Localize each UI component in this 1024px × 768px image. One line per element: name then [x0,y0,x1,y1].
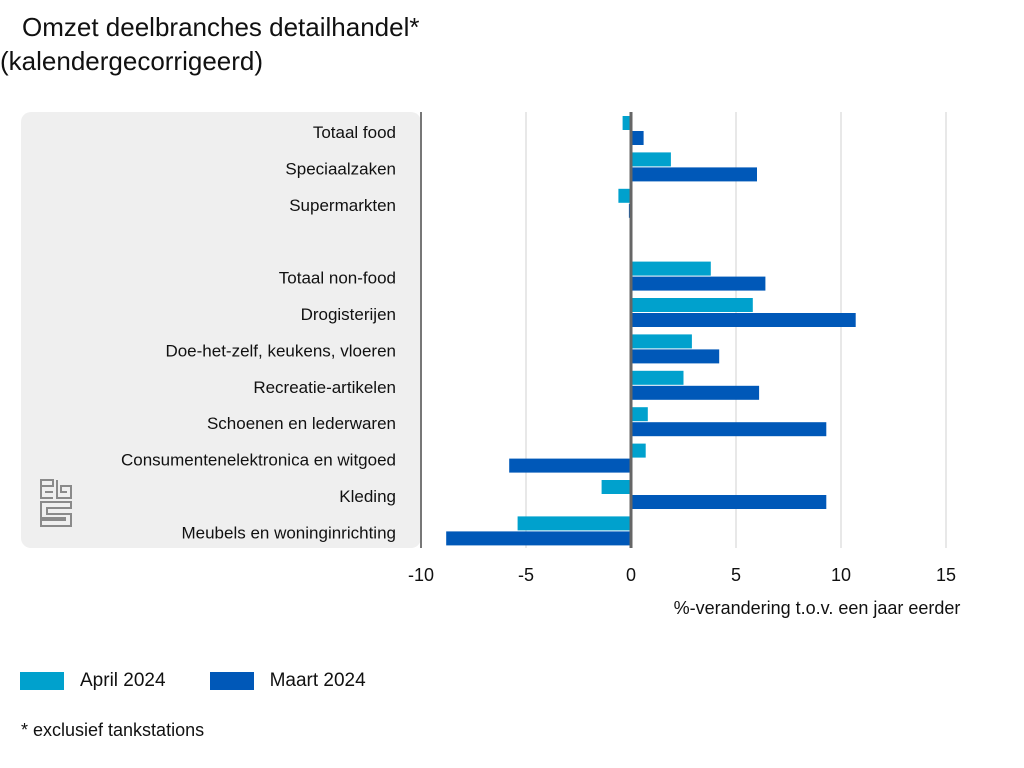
x-axis-label: %-verandering t.o.v. een jaar eerder [674,598,961,618]
chart-title: Omzet deelbranches detailhandel* (kalend… [0,10,419,78]
category-label: Kleding [339,487,396,506]
bar-maart [509,458,631,473]
bar-maart [631,131,644,145]
bar-april [618,188,631,203]
bar-maart [631,495,827,509]
category-label: Meubels en woninginrichting [181,523,396,542]
category-label: Totaal non-food [279,269,396,288]
bar-april [631,334,692,349]
category-label: Drogisterijen [301,305,396,324]
bar-april [631,152,671,167]
bar-maart [631,422,827,437]
x-tick-label: 5 [731,565,741,585]
bar-maart [631,167,757,182]
bar-maart [631,313,856,327]
category-label: Consumentenelektronica en witgoed [121,451,396,470]
x-tick-label: -5 [518,565,534,585]
chart-title-line2: (kalendergecorrigeerd) [0,46,264,76]
category-label: Speciaalzaken [285,159,396,178]
chart-title-line1: Omzet deelbranches detailhandel* [22,12,420,42]
bar-april [631,298,753,312]
legend-swatch-maart [209,672,254,690]
bar-april [631,443,646,458]
x-tick-label: 10 [831,565,851,585]
cbs-logo-icon [39,478,73,533]
bar-april [517,516,631,531]
legend: April 2024 Maart 2024 [20,670,410,692]
category-label: Doe-het-zelf, keukens, vloeren [165,341,396,360]
bar-maart [446,531,631,546]
category-label: Recreatie-artikelen [253,378,396,397]
legend-label-maart: Maart 2024 [269,670,366,691]
legend-item-april: April 2024 [20,670,166,692]
bar-april [622,116,631,130]
x-tick-label: 15 [936,565,956,585]
category-label: Schoenen en lederwaren [207,414,396,433]
legend-item-maart: Maart 2024 [209,670,366,692]
bar-chart: Totaal food Speciaalzaken Supermarkten Tota… [121,112,961,618]
bar-maart [631,349,720,364]
footnote: * exclusief tankstations [21,720,205,740]
bar-april [631,261,711,276]
legend-label-april: April 2024 [80,670,166,691]
category-label: Totaal food [313,123,396,142]
bar-april [631,407,648,422]
category-label: Supermarkten [289,196,396,215]
legend-swatch-april [20,672,64,690]
x-tick-label: 0 [626,565,636,585]
category-panel [21,112,421,548]
bar-maart [631,385,760,400]
bar-april [601,480,631,494]
x-tick-label: -10 [408,565,434,585]
bar-maart [631,276,766,291]
bar-april [631,370,684,385]
